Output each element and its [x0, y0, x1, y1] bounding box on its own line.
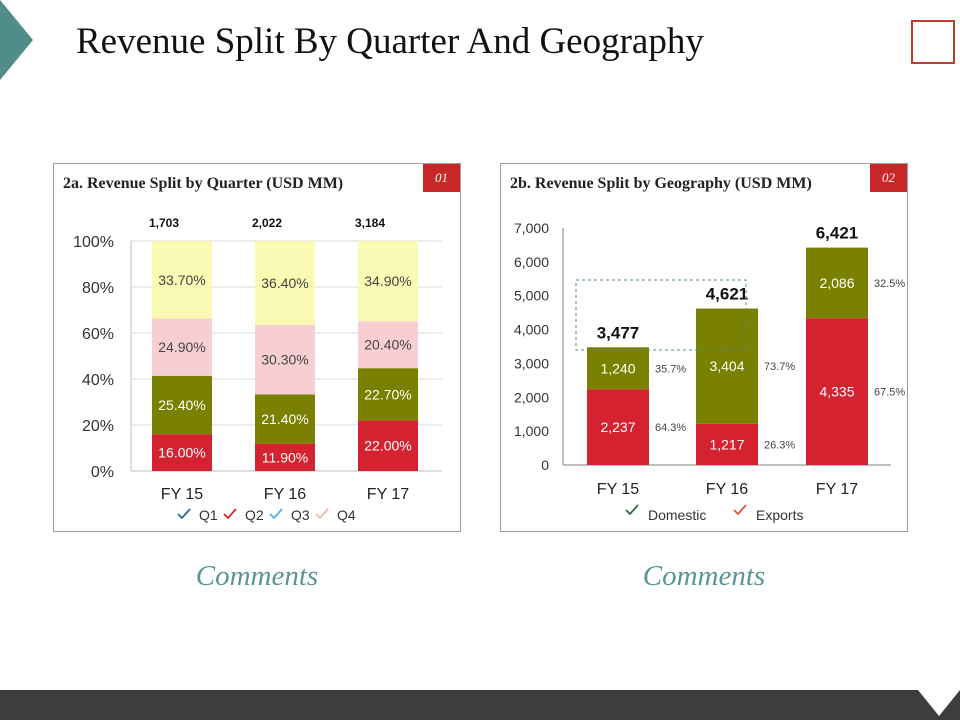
footer-notch-decoration	[918, 690, 960, 716]
geo-share-label: 32.5%	[874, 278, 905, 290]
geo-share-label: 67.5%	[874, 387, 905, 399]
panel-geography-title: 2b. Revenue Split by Geography (USD MM)	[510, 175, 812, 192]
geo-data-label: 2,086	[819, 275, 854, 291]
quarter-bar-q2	[152, 375, 212, 435]
quarter-legend-check-icon	[315, 508, 329, 520]
geo-y-tick-label: 6,000	[514, 254, 549, 270]
panel-quarter-title: 2a. Revenue Split by Quarter (USD MM)	[63, 175, 344, 192]
quarter-y-tick-label: 40%	[82, 372, 114, 389]
geo-data-label: 1,217	[709, 436, 744, 452]
panel-quarter: 2a. Revenue Split by Quarter (USD MM) 01…	[53, 163, 461, 532]
geo-legend-label: Exports	[756, 507, 803, 523]
panel-geography-badge: 02	[870, 164, 907, 192]
geo-total-label: 6,421	[816, 224, 859, 243]
quarter-bar-q4	[358, 241, 418, 322]
quarter-x-tick-label: FY 17	[367, 486, 410, 503]
quarter-bar-q2	[255, 394, 315, 444]
geo-share-label: 26.3%	[764, 439, 795, 451]
quarter-bar-q1	[152, 434, 212, 471]
geo-bar-domestic	[696, 423, 758, 465]
corner-box-decoration	[911, 20, 955, 64]
quarter-data-label: 16.00%	[158, 445, 205, 461]
geo-share-label: 35.7%	[655, 363, 686, 375]
quarter-x-tick-label: FY 16	[264, 486, 307, 503]
geo-bar-exports	[806, 247, 868, 319]
geo-legend-label: Domestic	[648, 507, 706, 523]
quarter-data-label: 22.00%	[364, 438, 411, 454]
quarter-data-label: 25.40%	[158, 397, 205, 413]
geo-bar-domestic	[587, 389, 649, 465]
quarter-legend-check-icon	[223, 508, 237, 520]
geo-x-tick-label: FY 17	[816, 481, 859, 498]
quarter-legend-label: Q2	[245, 507, 264, 523]
panel-quarter-badge: 01	[423, 164, 460, 192]
quarter-y-tick-label: 60%	[82, 326, 114, 343]
geo-share-label: 73.7%	[764, 361, 795, 373]
quarter-data-label: 33.70%	[158, 272, 205, 288]
quarter-y-tick-label: 20%	[82, 418, 114, 435]
quarter-data-label: 30.30%	[261, 352, 308, 368]
quarter-bar-q3	[152, 318, 212, 376]
quarter-legend-check-icon	[269, 508, 283, 520]
geo-y-tick-label: 0	[541, 457, 549, 473]
quarter-data-label: 24.90%	[158, 339, 205, 355]
geo-bar-exports	[587, 347, 649, 390]
comments-quarter: Comments	[195, 560, 319, 592]
geo-y-tick-label: 1,000	[514, 423, 549, 439]
chart-quarter-split: 0% 20% 40% 60% 80% 100% 16.00% 25.40% 24.90% 33.7…	[73, 216, 442, 523]
quarter-data-label: 34.90%	[364, 273, 411, 289]
quarter-legend-label: Q4	[337, 507, 356, 523]
geo-selection-frame	[575, 279, 747, 351]
quarter-bar-q4	[255, 241, 315, 325]
geo-data-label: 2,237	[600, 419, 635, 435]
slide-title: Revenue Split By Quarter And Geography	[76, 21, 704, 62]
geo-y-tick-label: 7,000	[514, 220, 549, 236]
geo-share-label: 64.3%	[655, 422, 686, 434]
quarter-data-label: 21.40%	[261, 411, 308, 427]
geo-bar-domestic	[806, 318, 868, 465]
geo-y-tick-label: 5,000	[514, 288, 549, 304]
quarter-bar-q3	[255, 324, 315, 395]
quarter-bar-q1	[358, 420, 418, 471]
quarter-total-label: 2,022	[252, 216, 282, 230]
geo-y-tick-label: 4,000	[514, 322, 549, 338]
geo-x-tick-label: FY 15	[597, 481, 640, 498]
geo-legend-check-icon	[733, 504, 747, 516]
geo-total-label: 3,477	[597, 323, 640, 342]
quarter-y-tick-label: 0%	[91, 464, 114, 481]
geo-data-label: 4,335	[819, 384, 854, 400]
quarter-total-label: 3,184	[355, 216, 385, 230]
quarter-data-label: 22.70%	[364, 386, 411, 402]
geo-bar-exports	[696, 308, 758, 424]
footer-bar	[0, 690, 960, 720]
quarter-x-tick-label: FY 15	[161, 486, 204, 503]
quarter-legend-check-icon	[177, 508, 191, 520]
quarter-data-label: 11.90%	[262, 449, 308, 465]
quarter-legend-label: Q1	[199, 507, 218, 523]
geo-data-label: 3,404	[709, 358, 744, 374]
quarter-legend-label: Q3	[291, 507, 310, 523]
chart-geography-split: 0 1,000 2,000 3,000 4,000 5,000 6,000 7,000 2,23…	[514, 220, 905, 523]
quarter-bar-q4	[152, 241, 212, 319]
panel-geography: 2b. Revenue Split by Geography (USD MM) …	[500, 163, 908, 532]
quarter-data-label: 36.40%	[261, 275, 308, 291]
comments-geography: Comments	[642, 560, 766, 592]
quarter-y-tick-label: 100%	[73, 234, 114, 251]
quarter-data-label: 20.40%	[364, 337, 411, 353]
geo-legend-check-icon	[625, 504, 639, 516]
geo-data-label: 1,240	[600, 360, 635, 376]
quarter-y-tick-label: 80%	[82, 280, 114, 297]
corner-triangle-decoration	[0, 0, 33, 80]
geo-total-label: 4,621	[706, 285, 749, 304]
geo-y-tick-label: 2,000	[514, 389, 549, 405]
quarter-bar-q2	[358, 368, 418, 421]
quarter-bar-q3	[358, 321, 418, 369]
geo-y-tick-label: 3,000	[514, 355, 549, 371]
quarter-total-label: 1,703	[149, 216, 179, 230]
geo-x-tick-label: FY 16	[706, 481, 749, 498]
quarter-bar-q1	[255, 443, 315, 471]
